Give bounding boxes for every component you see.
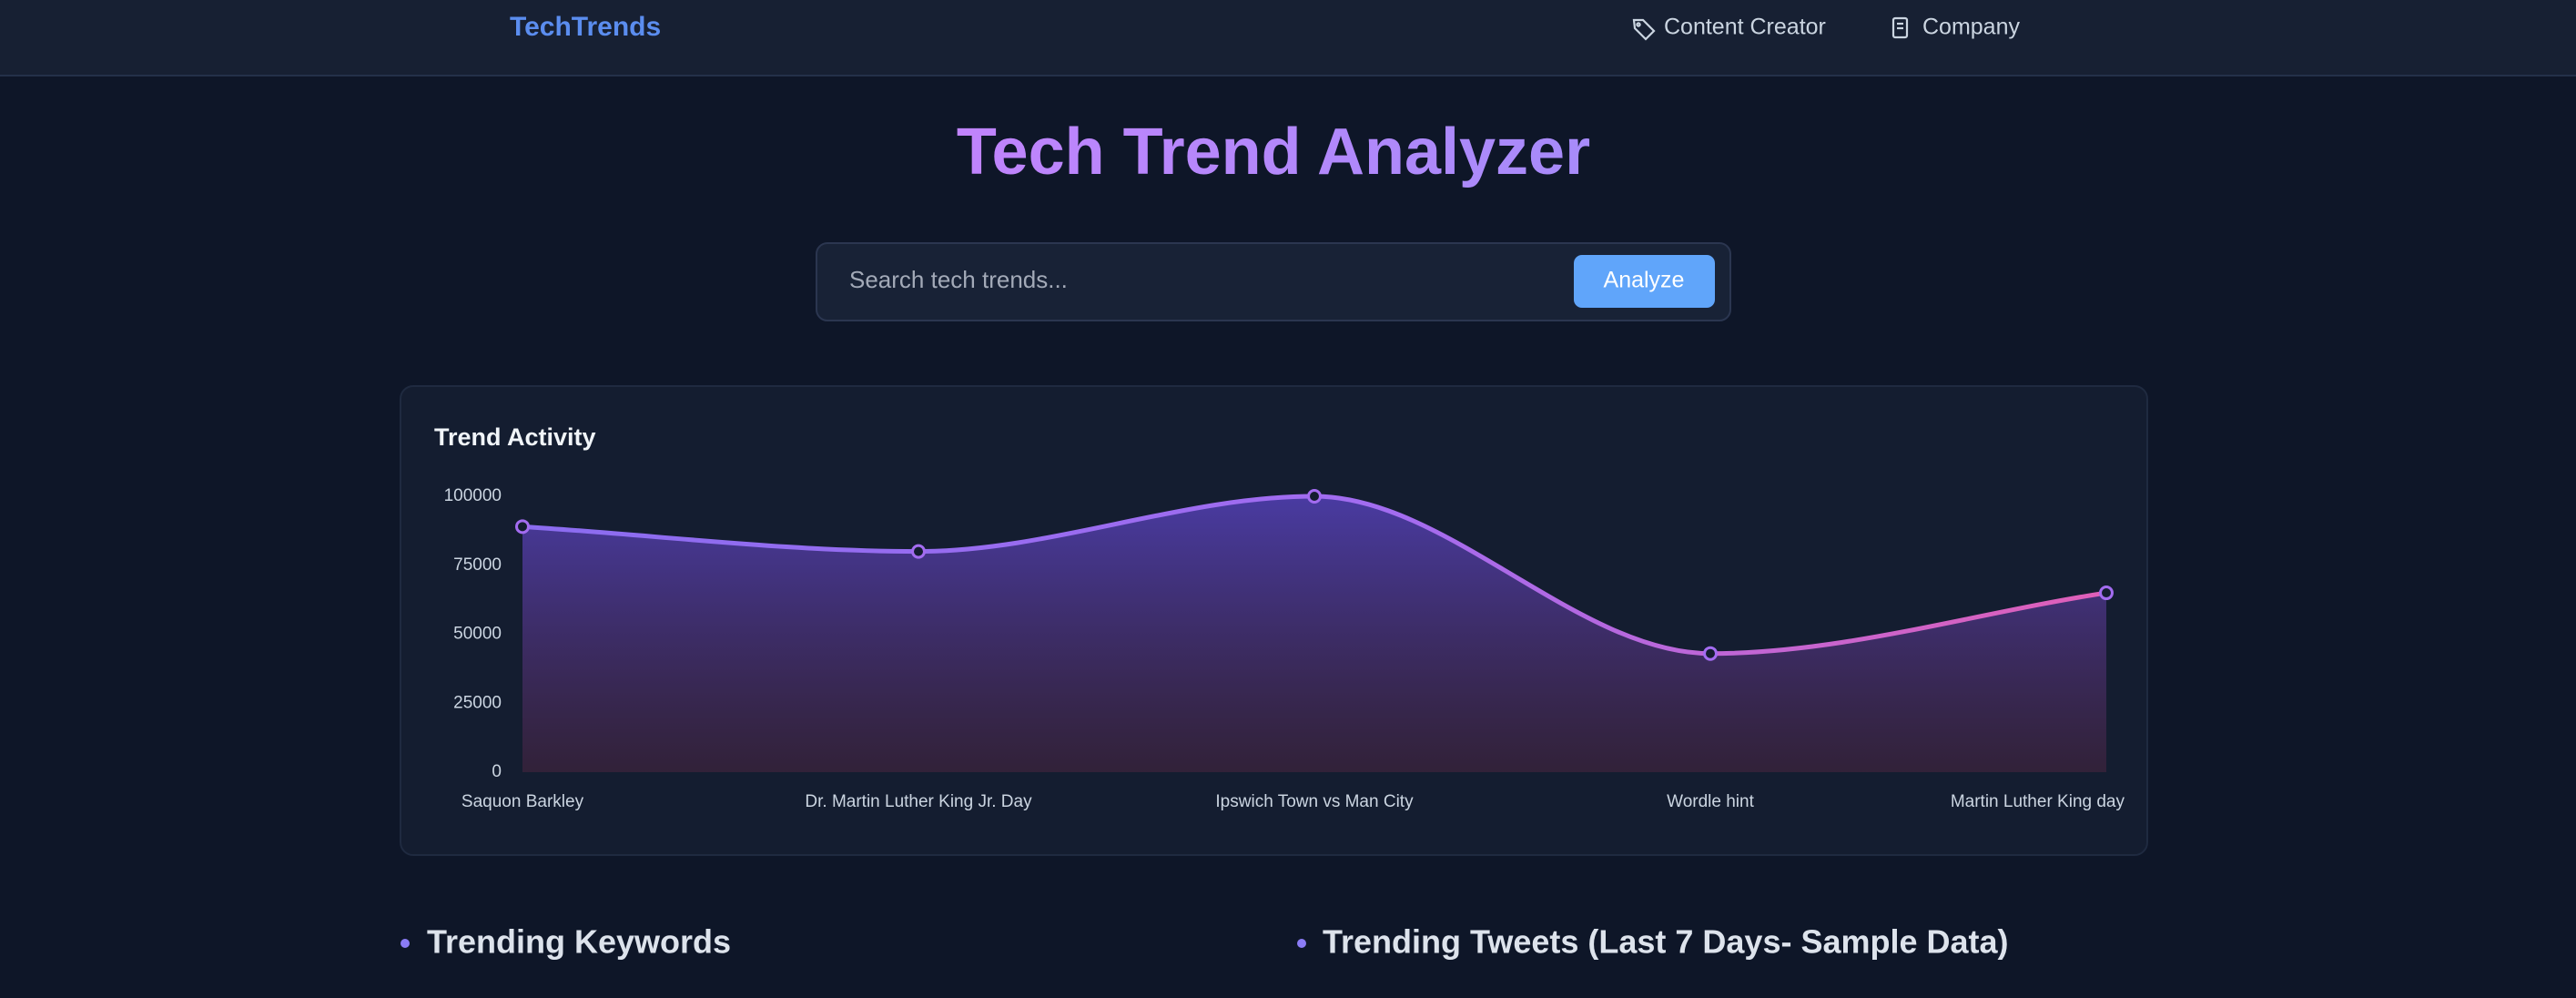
company-icon bbox=[1891, 16, 1909, 39]
section-heading: Trending Tweets (Last 7 Days- Sample Dat… bbox=[1323, 923, 2009, 961]
area-fill bbox=[522, 496, 2106, 772]
section-bullet bbox=[401, 939, 410, 948]
x-tick-label: Ipswich Town vs Man City bbox=[1215, 792, 1414, 811]
y-tick-label: 75000 bbox=[453, 555, 502, 575]
nav-link[interactable]: Content Creator bbox=[1664, 15, 1826, 40]
chart-title: Trend Activity bbox=[434, 423, 596, 451]
x-tick-label: Dr. Martin Luther King Jr. Day bbox=[805, 792, 1032, 811]
nav-bar bbox=[0, 0, 2576, 76]
nav-link[interactable]: Company bbox=[1922, 15, 2020, 40]
x-tick-label: Martin Luther King day bbox=[1951, 792, 2125, 811]
data-point bbox=[515, 519, 530, 535]
data-point bbox=[911, 544, 926, 559]
y-tick-label: 25000 bbox=[453, 693, 502, 712]
x-tick-label: Saquon Barkley bbox=[461, 792, 584, 811]
content-creator-icon bbox=[1632, 18, 1656, 41]
search-box[interactable] bbox=[816, 242, 1731, 321]
analyze-button-label: Analyze bbox=[1604, 268, 1685, 293]
section-bullet bbox=[1297, 939, 1306, 948]
page-title: Tech Trend Analyzer bbox=[957, 116, 1590, 188]
y-tick-label: 50000 bbox=[453, 625, 502, 644]
analyze-button[interactable] bbox=[1574, 255, 1715, 308]
section-heading: Trending Keywords bbox=[427, 923, 731, 961]
plot: 0 25000 50000 75000 100000 Saquon Barkley Dr. … bbox=[444, 486, 2125, 811]
x-tick-label: Wordle hint bbox=[1667, 792, 1754, 811]
brand[interactable]: TechTrends bbox=[510, 12, 661, 42]
data-point bbox=[1703, 646, 1718, 661]
data-point bbox=[1307, 489, 1322, 504]
data-point bbox=[2099, 586, 2114, 601]
y-tick-label: 100000 bbox=[444, 486, 502, 505]
y-tick-label: 0 bbox=[492, 762, 502, 781]
search-placeholder: Search tech trends... bbox=[849, 266, 1068, 293]
